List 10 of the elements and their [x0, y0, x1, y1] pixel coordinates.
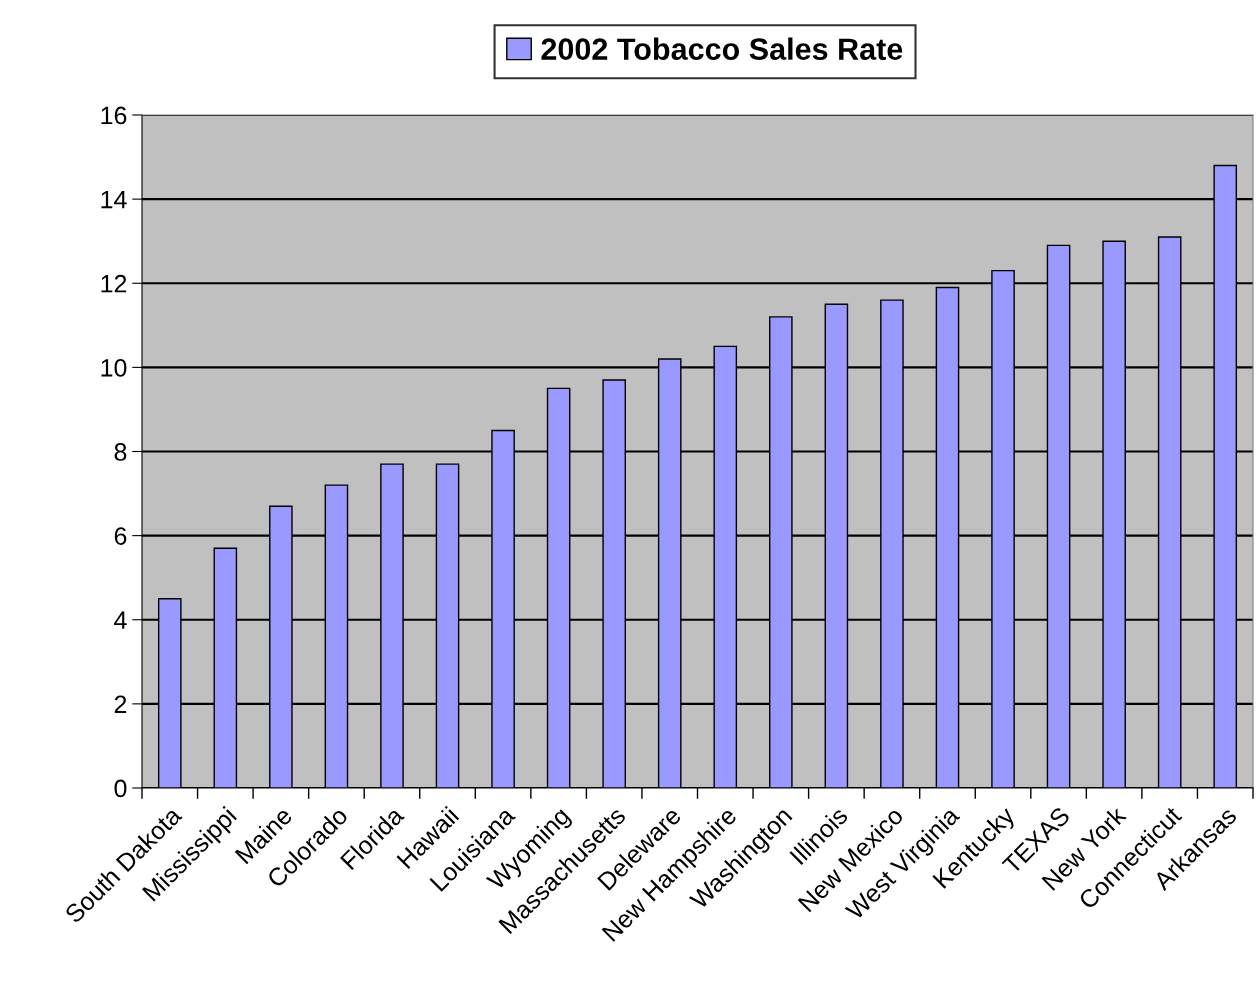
- legend-label: 2002 Tobacco Sales Rate: [541, 37, 903, 60]
- y-tick-label: 14: [101, 190, 127, 209]
- y-tick-label: 4: [114, 611, 127, 629]
- y-tick-label: 8: [114, 443, 127, 461]
- y-tick-label: 10: [101, 358, 127, 377]
- y-tick-label: 6: [114, 527, 127, 545]
- y-tick-label: 0: [114, 779, 127, 798]
- y-tick-label: 2: [114, 695, 127, 713]
- y-tick-label: 12: [101, 274, 127, 293]
- y-tick-label: 16: [101, 106, 127, 125]
